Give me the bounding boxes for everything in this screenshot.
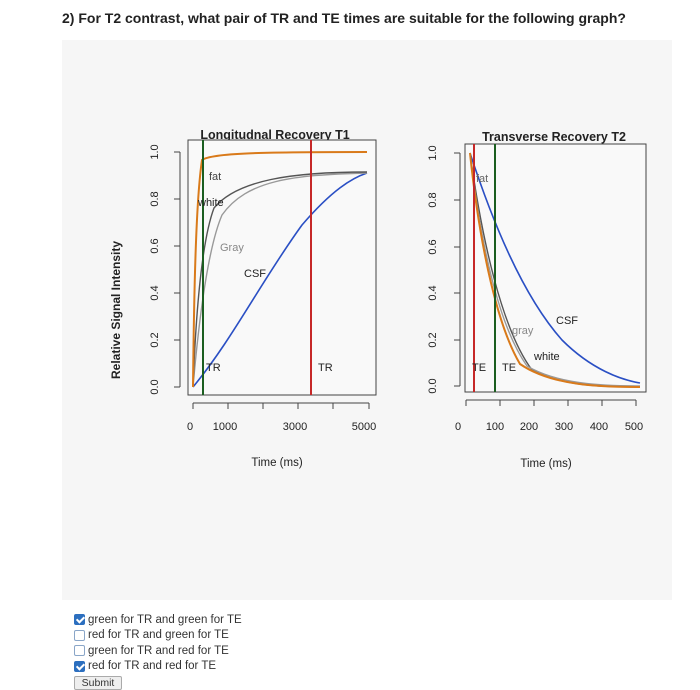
t2-ytick-1: 0.2 xyxy=(427,332,439,347)
option-green-tr-red-te[interactable]: green for TR and red for TE xyxy=(74,643,242,659)
t1-white-curve xyxy=(192,171,368,388)
t1-y-axis xyxy=(174,151,181,388)
t1-x-ticklabels: 0 1000 3000 5000 xyxy=(187,421,376,433)
t2-x-axis xyxy=(465,399,637,406)
t2-title: Transverse Recovery T2 xyxy=(482,130,626,144)
t1-xtick-0: 0 xyxy=(187,421,193,433)
t2-x-ticklabels: 0 100 200 300 400 500 xyxy=(455,421,643,433)
t1-ytick-3: 0.6 xyxy=(149,238,161,253)
t2-xtick-3: 300 xyxy=(555,421,573,433)
option-label: red for TR and green for TE xyxy=(88,629,229,642)
question-text: 2) For T2 contrast, what pair of TR and … xyxy=(62,10,626,26)
t2-plot: Transverse Recovery T2 0.0 0.2 0.4 0.6 0… xyxy=(427,130,647,470)
t2-y-ticklabels: 0.0 0.2 0.4 0.6 0.8 1.0 xyxy=(427,145,439,393)
t1-csf-curve xyxy=(192,172,368,388)
t1-ytick-1: 0.2 xyxy=(149,332,161,347)
option-green-tr-green-te[interactable]: green for TR and green for TE xyxy=(74,612,242,628)
t1-ytick-2: 0.4 xyxy=(149,285,161,300)
t1-xtick-2: 3000 xyxy=(283,421,307,433)
t2-xtick-2: 200 xyxy=(520,421,538,433)
t2-csf-curve xyxy=(469,152,641,384)
t1-label-gray: Gray xyxy=(220,242,244,254)
t1-ytick-5: 1.0 xyxy=(149,144,161,159)
t1-label-tr-red: TR xyxy=(318,362,333,374)
t1-title: Longitudnal Recovery T1 xyxy=(200,128,349,142)
figure-panel: Relative Signal Intensity Longitudnal Re… xyxy=(62,40,672,600)
submit-button[interactable]: Submit xyxy=(74,676,122,690)
t2-label-fat: fat xyxy=(476,173,488,185)
relaxation-figure: Relative Signal Intensity Longitudnal Re… xyxy=(109,128,647,470)
t1-label-tr-green: TR xyxy=(206,362,221,374)
t2-ytick-2: 0.4 xyxy=(427,285,439,300)
option-red-tr-red-te[interactable]: red for TR and red for TE xyxy=(74,659,242,675)
t1-label-white: white xyxy=(197,197,224,209)
t2-xtick-1: 100 xyxy=(486,421,504,433)
t2-xtick-0: 0 xyxy=(455,421,461,433)
option-label: green for TR and red for TE xyxy=(88,644,229,657)
t2-y-axis xyxy=(454,152,461,387)
checkbox-checked-icon[interactable] xyxy=(74,614,85,626)
t2-label-gray: gray xyxy=(512,325,534,337)
option-label: green for TR and green for TE xyxy=(88,613,242,626)
checkbox-checked-icon[interactable] xyxy=(74,660,85,672)
t1-ytick-4: 0.8 xyxy=(149,191,161,206)
t2-curve-labels: fat gray white CSF TE TE xyxy=(472,173,578,374)
t2-xlabel: Time (ms) xyxy=(520,458,571,470)
t1-label-fat: fat xyxy=(209,171,221,183)
t2-label-csf: CSF xyxy=(556,315,578,327)
option-red-tr-green-te[interactable]: red for TR and green for TE xyxy=(74,628,242,644)
t2-ytick-5: 1.0 xyxy=(427,145,439,160)
answer-choices: green for TR and green for TE red for TR… xyxy=(74,612,242,690)
t1-curve-labels: fat white Gray CSF TR TR xyxy=(197,171,333,374)
t1-xtick-1: 1000 xyxy=(213,421,237,433)
t1-plot: Longitudnal Recovery T1 0.0 0.2 0.4 0.6 … xyxy=(149,128,377,469)
t1-gray-curve xyxy=(192,172,368,388)
t2-fat-curve xyxy=(469,152,641,388)
t1-x-axis xyxy=(192,402,370,409)
checkbox-unchecked-icon[interactable] xyxy=(74,629,85,641)
option-label: red for TR and red for TE xyxy=(88,660,217,673)
t1-ytick-0: 0.0 xyxy=(149,379,161,394)
t1-y-ticklabels: 0.0 0.2 0.4 0.6 0.8 1.0 xyxy=(149,144,161,394)
t2-label-te-red: TE xyxy=(472,362,486,374)
y-axis-label: Relative Signal Intensity xyxy=(109,241,123,379)
t1-xtick-3: 5000 xyxy=(352,421,376,433)
t2-ytick-3: 0.6 xyxy=(427,239,439,254)
t2-ytick-0: 0.0 xyxy=(427,378,439,393)
t2-xtick-4: 400 xyxy=(590,421,608,433)
t2-xtick-5: 500 xyxy=(625,421,643,433)
t1-label-csf: CSF xyxy=(244,268,266,280)
checkbox-unchecked-icon[interactable] xyxy=(74,645,85,657)
t2-ytick-4: 0.8 xyxy=(427,192,439,207)
t2-label-te-green: TE xyxy=(502,362,516,374)
t2-label-white: white xyxy=(533,351,560,363)
t1-xlabel: Time (ms) xyxy=(251,457,302,469)
t1-fat-curve xyxy=(192,151,368,388)
